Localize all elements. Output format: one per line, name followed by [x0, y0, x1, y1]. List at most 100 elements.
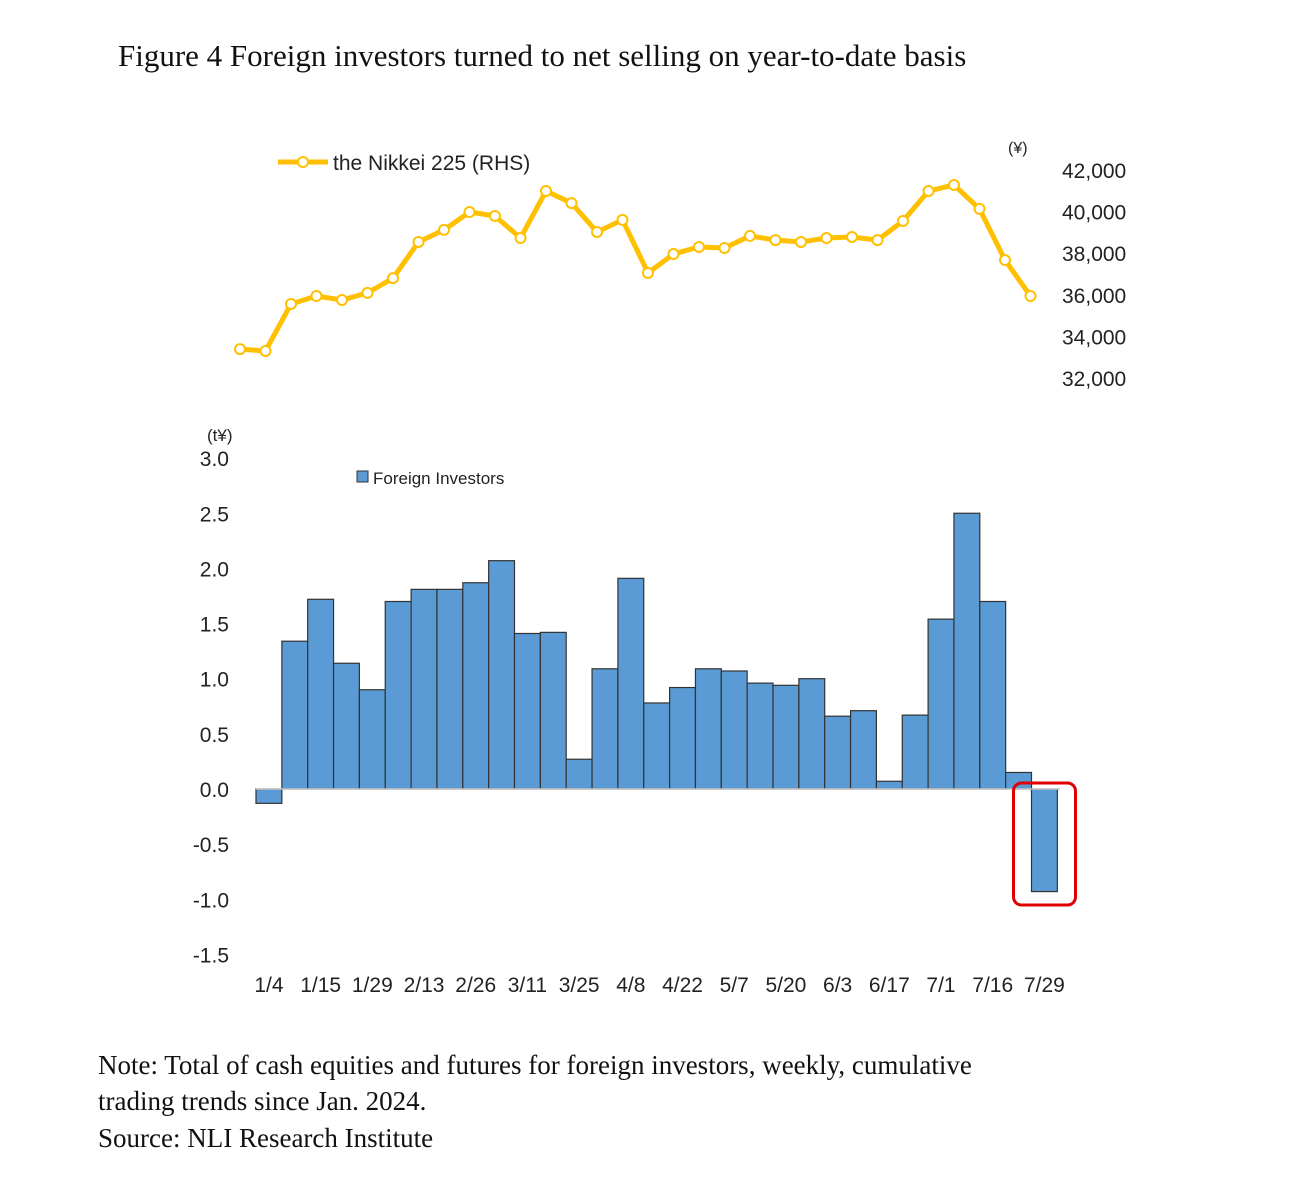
foreign-investors-bar — [488, 560, 516, 790]
bar-x-tick-label: 4/22 — [662, 974, 703, 997]
nikkei-point — [591, 225, 603, 238]
bar-unit-label: (t¥) — [207, 426, 233, 445]
bar-x-tick-label: 2/26 — [455, 974, 496, 997]
nikkei-point — [565, 197, 578, 210]
nikkei-point — [259, 344, 272, 357]
nikkei-point — [412, 235, 425, 248]
nikkei-point — [846, 230, 858, 243]
nikkei-point — [795, 235, 807, 248]
source-line: Source: NLI Research Institute — [98, 1123, 434, 1153]
note-line-2: trading trends since Jan. 2024. — [98, 1086, 427, 1116]
legend-marker — [297, 156, 309, 168]
nikkei-point — [667, 248, 680, 261]
foreign-investors-bar — [384, 600, 412, 790]
foreign-investors-bar — [772, 684, 800, 790]
nikkei-point — [820, 232, 833, 245]
nikkei-point — [336, 294, 348, 306]
foreign-investors-bar — [746, 682, 774, 790]
bar-x-tick-label: 5/20 — [765, 974, 806, 997]
foreign-investors-bar — [694, 668, 722, 790]
foreign-investors-bar — [720, 670, 748, 790]
foreign-investors-bar — [358, 689, 386, 790]
note-line-1: Note: Total of cash equities and futures… — [98, 1050, 972, 1080]
bar-x-tick-label: 6/17 — [869, 974, 910, 997]
foreign-investors-bar — [281, 640, 309, 790]
foreign-investors-bar — [436, 588, 464, 790]
foreign-investors-bar — [953, 512, 981, 790]
nikkei-point — [514, 232, 527, 245]
line-y-tick-label: 32,000 — [1062, 368, 1126, 391]
bar-x-tick-label: 7/16 — [972, 974, 1013, 997]
foreign-investors-bar — [332, 662, 360, 790]
bar-x-tick-label: 2/13 — [404, 974, 445, 997]
bar-y-tick-label: 0.0 — [200, 779, 229, 802]
foreign-investors-bar — [462, 582, 490, 790]
bar-y-tick-label: 2.0 — [200, 558, 229, 581]
nikkei-point — [642, 266, 654, 279]
nikkei-point — [922, 185, 935, 198]
bar-x-tick-label: 1/29 — [352, 974, 393, 997]
line-y-tick-label: 42,000 — [1062, 160, 1126, 183]
bar-y-tick-label: 1.5 — [200, 614, 229, 637]
nikkei-point — [616, 213, 629, 226]
bar-x-tick-label: 3/11 — [508, 974, 547, 997]
nikkei-point — [234, 343, 246, 356]
line-y-tick-label: 36,000 — [1062, 285, 1126, 308]
foreign-investors-bar — [901, 714, 929, 790]
line-legend-label: the Nikkei 225 (RHS) — [333, 152, 530, 175]
nikkei-point — [310, 290, 323, 303]
line-y-tick-label: 34,000 — [1062, 326, 1126, 349]
foreign-investors-bar — [643, 702, 671, 790]
bar-x-tick-label: 5/7 — [720, 974, 749, 997]
nikkei-point — [693, 240, 705, 253]
bar-legend-label: Foreign Investors — [373, 469, 504, 488]
foreign-investors-bar — [798, 678, 826, 790]
nikkei-point — [973, 202, 986, 215]
foreign-investors-bar — [1005, 771, 1033, 790]
highlight-box — [1012, 781, 1077, 907]
nikkei-point — [897, 214, 909, 227]
nikkei-point — [871, 234, 884, 247]
nikkei-point — [540, 185, 552, 198]
nikkei-point — [285, 297, 297, 310]
figure-title: Figure 4 Foreign investors turned to net… — [118, 38, 967, 73]
foreign-investors-bar — [255, 788, 283, 804]
nikkei-point — [769, 234, 782, 247]
foreign-investors-bar — [668, 686, 697, 790]
nikkei-point — [361, 286, 374, 299]
foreign-investors-bar — [539, 631, 567, 790]
legend-bar-swatch — [356, 470, 369, 483]
nikkei-point — [489, 209, 501, 222]
nikkei-point — [718, 242, 731, 254]
bar-y-tick-label: -1.0 — [193, 889, 229, 912]
bar-y-tick-label: 3.0 — [200, 448, 229, 471]
foreign-investors-bar — [1030, 788, 1058, 893]
nikkei-point — [999, 254, 1011, 267]
bar-y-tick-label: 0.5 — [200, 724, 229, 747]
foreign-investors-bar — [565, 758, 593, 790]
bar-y-tick-label: 2.5 — [200, 503, 229, 526]
nikkei-point — [744, 229, 756, 242]
foreign-investors-bar — [307, 598, 335, 790]
bar-y-tick-label: 1.0 — [200, 669, 229, 692]
bar-y-tick-label: -0.5 — [193, 834, 229, 857]
foreign-investors-bar — [927, 618, 955, 790]
nikkei-point — [1024, 290, 1037, 303]
foreign-investors-bar — [513, 632, 541, 790]
nikkei-point — [438, 223, 450, 236]
line-y-tick-label: 38,000 — [1062, 243, 1126, 266]
bar-x-tick-label: 1/4 — [254, 974, 284, 997]
foreign-investors-bar — [849, 710, 877, 790]
bar-x-tick-label: 6/3 — [823, 974, 852, 997]
foreign-investors-bar — [410, 588, 438, 790]
foreign-investors-bar — [979, 600, 1007, 790]
bar-x-tick-label: 1/15 — [300, 974, 341, 997]
nikkei-point — [387, 272, 399, 285]
foreign-investors-bar — [591, 668, 619, 790]
foreign-investors-bar — [875, 780, 903, 790]
nikkei-line — [239, 182, 1033, 354]
nikkei-point — [463, 206, 476, 219]
bar-x-tick-label: 7/29 — [1024, 974, 1065, 997]
bar-y-tick-label: -1.5 — [193, 944, 229, 967]
